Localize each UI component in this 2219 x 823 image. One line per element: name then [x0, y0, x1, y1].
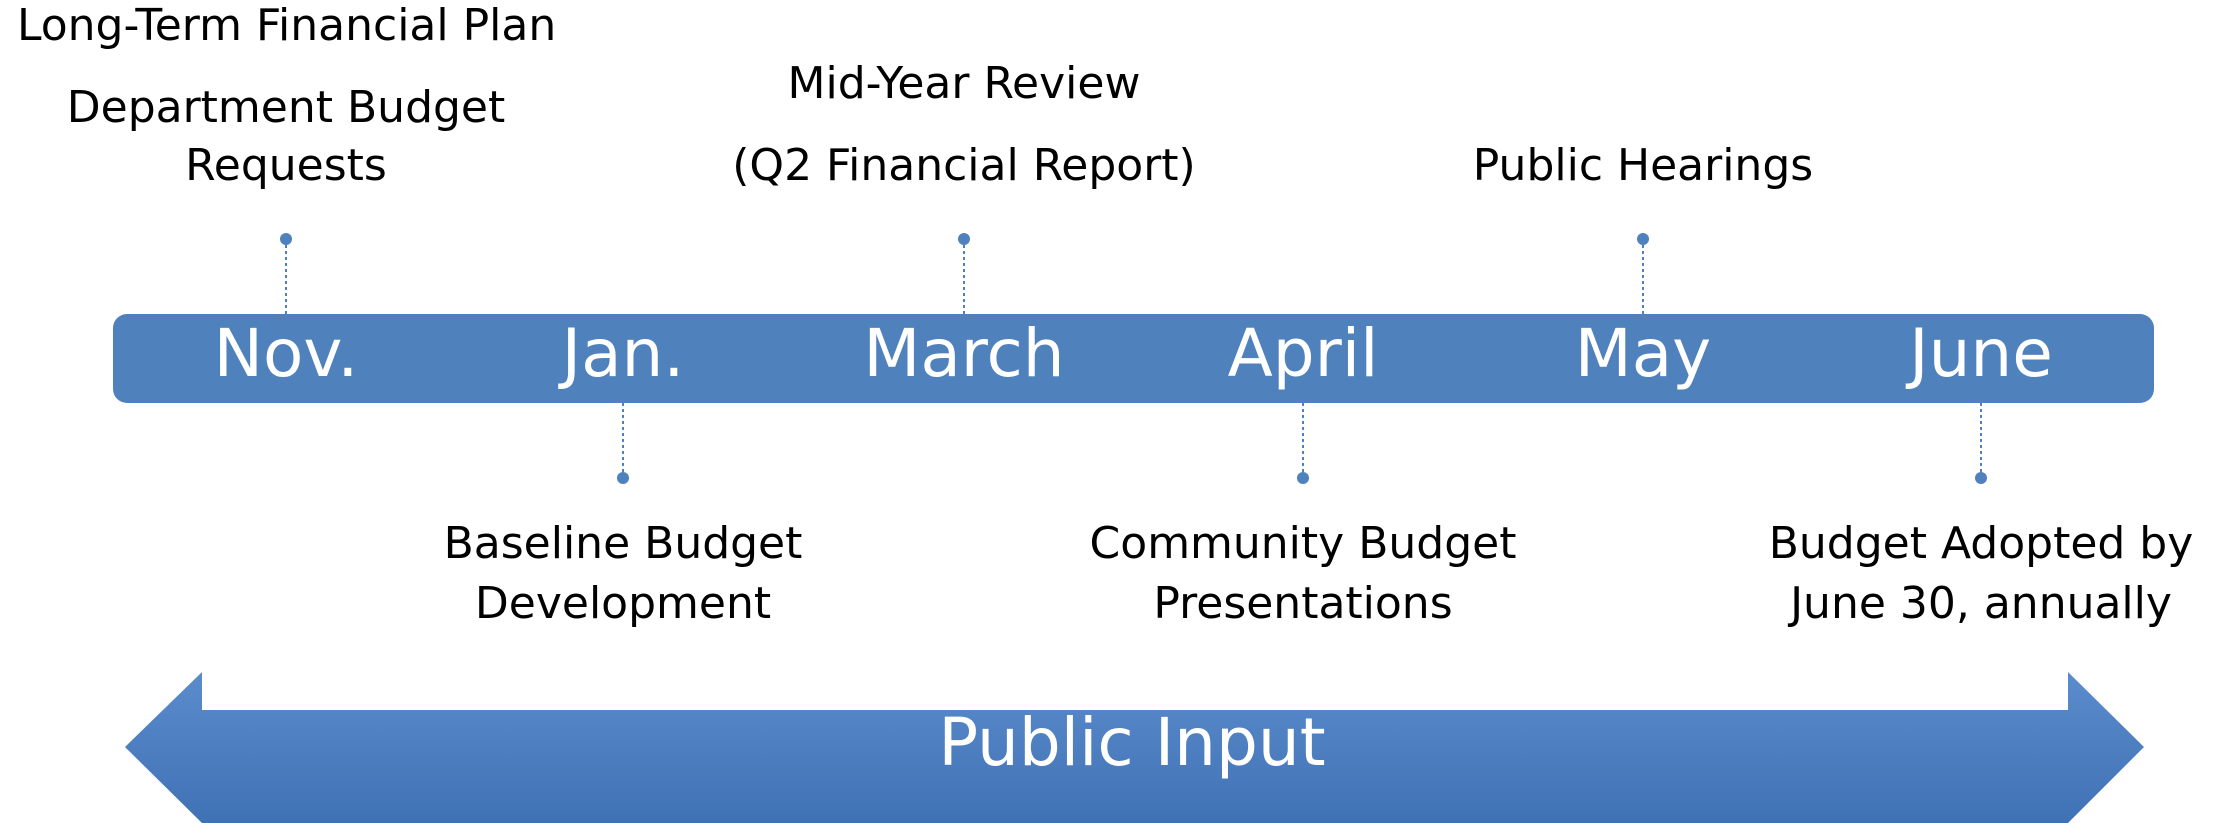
event-label: Development	[475, 578, 771, 629]
month-label: Nov.	[214, 315, 359, 392]
timeline-bar	[113, 314, 2154, 403]
event-dot	[617, 472, 629, 484]
event-label: Budget Adopted by	[1769, 518, 2194, 569]
event-dot	[1637, 233, 1649, 245]
month-label: March	[863, 315, 1064, 392]
event-label: Presentations	[1153, 578, 1452, 629]
title: Long-Term Financial Plan	[17, 0, 556, 51]
event-label: (Q2 Financial Report)	[732, 140, 1195, 191]
event-label: Community Budget	[1090, 518, 1517, 569]
event-label: Department Budget	[67, 82, 506, 133]
event-label: Requests	[185, 140, 387, 191]
event-label: June 30, annually	[1787, 578, 2172, 629]
event-label: Baseline Budget	[444, 518, 803, 569]
month-label: Jan.	[558, 315, 685, 392]
event-dot	[280, 233, 292, 245]
event-dot	[1297, 472, 1309, 484]
event-label: Public Hearings	[1473, 140, 1813, 191]
month-label: May	[1575, 315, 1711, 392]
month-label: April	[1228, 315, 1379, 392]
month-label: June	[1905, 315, 2053, 392]
event-label: Mid-Year Review	[788, 58, 1141, 109]
event-dot	[958, 233, 970, 245]
public-input-arrow	[125, 672, 2144, 823]
event-dot	[1975, 472, 1987, 484]
arrow-label: Public Input	[938, 704, 1325, 781]
